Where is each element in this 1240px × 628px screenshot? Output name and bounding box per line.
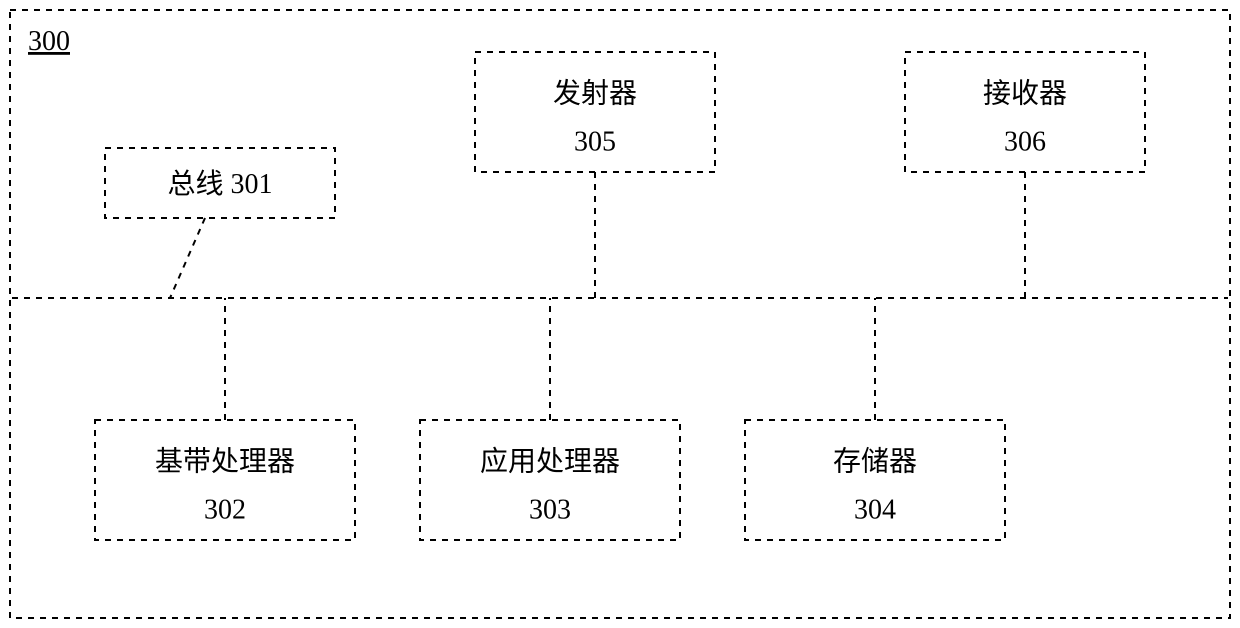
block-label-bus: 总线 301: [167, 168, 272, 200]
block-title-tx: 发射器: [553, 77, 637, 109]
block-ref-app: 303: [529, 494, 571, 525]
block-mem: 存储器 304: [745, 298, 1005, 540]
block-tx: 发射器 305: [475, 52, 715, 298]
block-baseband: 基带处理器 302: [95, 298, 355, 540]
block-ref-baseband: 302: [204, 494, 246, 525]
block-title-baseband: 基带处理器: [155, 445, 295, 477]
figure-ref-label: 300: [28, 26, 70, 57]
block-rx: 接收器 306: [905, 52, 1145, 298]
block-ref-mem: 304: [854, 494, 896, 525]
block-title-app: 应用处理器: [480, 445, 620, 477]
system-block-diagram: 300 总线 301 发射器 305 接收器 306 基带处理器 302 应用处理器 303 存储…: [0, 0, 1240, 628]
block-ref-tx: 305: [574, 126, 616, 157]
block-app: 应用处理器 303: [420, 298, 680, 540]
block-bus: 总线 301: [105, 148, 335, 298]
connector-bus: [170, 218, 205, 298]
block-ref-rx: 306: [1004, 126, 1046, 157]
block-title-rx: 接收器: [983, 77, 1067, 109]
block-title-mem: 存储器: [833, 445, 917, 477]
